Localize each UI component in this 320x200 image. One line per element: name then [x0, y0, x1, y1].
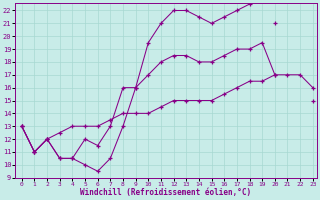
X-axis label: Windchill (Refroidissement éolien,°C): Windchill (Refroidissement éolien,°C) [80, 188, 252, 197]
